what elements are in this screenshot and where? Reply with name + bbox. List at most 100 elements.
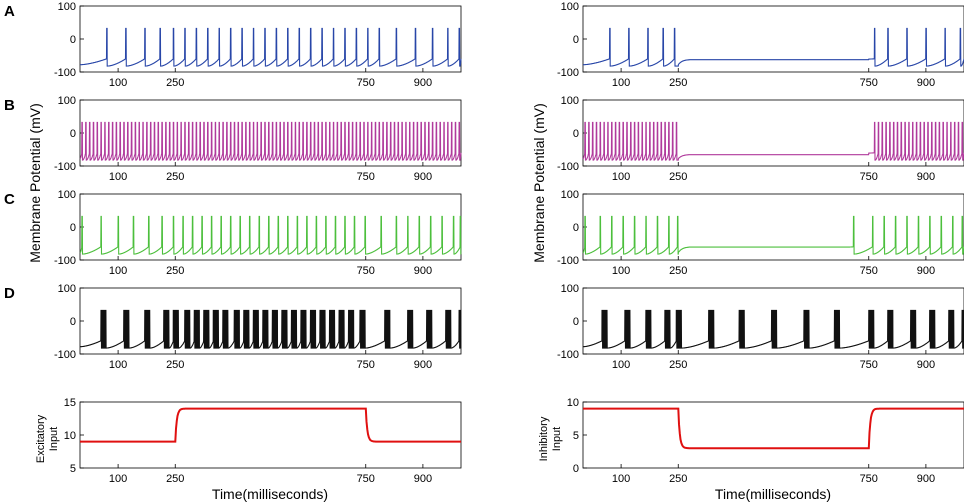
left-row-c-ytick-label-1: 0 bbox=[70, 222, 76, 234]
right-row-b-frame bbox=[582, 99, 964, 167]
left-row-a-xtick-label-0: 100 bbox=[109, 77, 127, 89]
left-row-b-ytick-label-2: 100 bbox=[58, 95, 76, 107]
left-input-xtick-label-0: 100 bbox=[109, 473, 127, 485]
right-row-a-ytick-label-0: -100 bbox=[557, 67, 579, 79]
left-row-c-ytick-label-2: 100 bbox=[58, 189, 76, 201]
right-input-xtick-label-3: 900 bbox=[917, 473, 935, 485]
left-row-b-ytick-label-1: 0 bbox=[70, 128, 76, 140]
left-row-a-ytick-label-2: 100 bbox=[58, 1, 76, 13]
right-row-a-xtick-label-3: 900 bbox=[917, 77, 935, 89]
right-row-d-ytick-label-0: -100 bbox=[557, 349, 579, 361]
right-row-c-xtick-label-1: 250 bbox=[669, 265, 687, 277]
left-row-d-ytick-label-2: 100 bbox=[58, 283, 76, 295]
left-input-xtick-label-3: 900 bbox=[414, 473, 432, 485]
right-row-c-xtick-label-3: 900 bbox=[917, 265, 935, 277]
left-row-c-ytick-label-0: -100 bbox=[54, 255, 76, 267]
right-trace-c bbox=[582, 215, 964, 255]
right-row-b-ytick-label-2: 100 bbox=[561, 95, 579, 107]
left-row-d-ytick-label-1: 0 bbox=[70, 316, 76, 328]
right-input-xtick-label-1: 250 bbox=[669, 473, 687, 485]
right-row-c-xtick-label-2: 750 bbox=[860, 265, 878, 277]
left-input-ytick-label-1: 10 bbox=[64, 430, 76, 442]
left-row-d-xtick-label-1: 250 bbox=[166, 359, 184, 371]
right-input-ytick-label-0: 0 bbox=[573, 463, 579, 475]
right-row-d-xtick-label-1: 250 bbox=[669, 359, 687, 371]
left-input-frame bbox=[79, 401, 462, 469]
right-row-b-xtick-label-1: 250 bbox=[669, 171, 687, 183]
left-input-label-line1: Excitatory bbox=[35, 414, 47, 463]
left-row-b-xtick-label-2: 750 bbox=[357, 171, 375, 183]
right-row-b-ytick-label-1: 0 bbox=[573, 128, 579, 140]
right-row-c-ytick-label-0: -100 bbox=[557, 255, 579, 267]
left-input-xtick-label-1: 250 bbox=[166, 473, 184, 485]
right-input-ytick-label-2: 10 bbox=[567, 397, 579, 409]
right-input-ytick-label-1: 5 bbox=[573, 430, 579, 442]
panel-letter-b: B bbox=[4, 97, 15, 114]
right-row-d-ytick-label-2: 100 bbox=[561, 283, 579, 295]
left-input-label-line2: Input bbox=[48, 427, 60, 451]
right-row-a-xtick-label-2: 750 bbox=[860, 77, 878, 89]
right-input-label-line1: Inhibitory bbox=[538, 416, 550, 461]
right-input-label-line2: Input bbox=[551, 427, 563, 451]
right-input-trace bbox=[583, 407, 964, 450]
left-input-xtick-label-2: 750 bbox=[357, 473, 375, 485]
left-row-a-xtick-label-1: 250 bbox=[166, 77, 184, 89]
left-row-b-frame bbox=[79, 99, 462, 167]
left-row-c-xtick-label-3: 900 bbox=[414, 265, 432, 277]
right-row-d-xtick-label-3: 900 bbox=[917, 359, 935, 371]
left-row-a-xtick-label-2: 750 bbox=[357, 77, 375, 89]
panel-letter-d: D bbox=[4, 285, 15, 302]
left-row-b-xtick-label-3: 900 bbox=[414, 171, 432, 183]
left-ylabel: Membrane Potential (mV) bbox=[27, 103, 43, 263]
right-input-xtick-label-0: 100 bbox=[612, 473, 630, 485]
left-input-ytick-label-2: 15 bbox=[64, 397, 76, 409]
left-row-c-xtick-label-2: 750 bbox=[357, 265, 375, 277]
left-trace-b bbox=[79, 121, 462, 161]
left-row-c-xtick-label-1: 250 bbox=[166, 265, 184, 277]
left-row-a-frame bbox=[79, 5, 462, 73]
right-row-d-xtick-label-0: 100 bbox=[612, 359, 630, 371]
right-row-d-xtick-label-2: 750 bbox=[860, 359, 878, 371]
left-trace-a bbox=[80, 27, 462, 67]
left-xlabel: Time(milliseconds) bbox=[212, 486, 328, 502]
right-row-b-ytick-label-0: -100 bbox=[557, 161, 579, 173]
right-row-a-ytick-label-1: 0 bbox=[573, 34, 579, 46]
left-trace-d bbox=[80, 309, 462, 349]
left-row-a-ytick-label-1: 0 bbox=[70, 34, 76, 46]
left-row-b-xtick-label-1: 250 bbox=[166, 171, 184, 183]
left-trace-c bbox=[79, 215, 462, 255]
right-row-c-ytick-label-1: 0 bbox=[573, 222, 579, 234]
right-ylabel: Membrane Potential (mV) bbox=[531, 103, 547, 263]
left-row-d-xtick-label-2: 750 bbox=[357, 359, 375, 371]
left-row-b-xtick-label-0: 100 bbox=[109, 171, 127, 183]
right-row-a-ytick-label-2: 100 bbox=[561, 1, 579, 13]
right-xlabel: Time(milliseconds) bbox=[715, 486, 831, 502]
right-trace-b bbox=[582, 121, 964, 161]
right-row-b-xtick-label-0: 100 bbox=[612, 171, 630, 183]
right-row-b-xtick-label-3: 900 bbox=[917, 171, 935, 183]
left-row-b-ytick-label-0: -100 bbox=[54, 161, 76, 173]
right-row-c-xtick-label-0: 100 bbox=[612, 265, 630, 277]
panel-letter-a: A bbox=[4, 3, 15, 20]
left-row-a-xtick-label-3: 900 bbox=[414, 77, 432, 89]
right-input-xtick-label-2: 750 bbox=[860, 473, 878, 485]
right-row-d-ytick-label-1: 0 bbox=[573, 316, 579, 328]
right-trace-a bbox=[583, 27, 964, 67]
left-row-d-xtick-label-3: 900 bbox=[414, 359, 432, 371]
left-row-c-xtick-label-0: 100 bbox=[109, 265, 127, 277]
right-row-b-xtick-label-2: 750 bbox=[860, 171, 878, 183]
left-input-trace bbox=[80, 407, 461, 443]
right-trace-d bbox=[583, 309, 964, 349]
left-row-a-ytick-label-0: -100 bbox=[54, 67, 76, 79]
right-row-a-xtick-label-0: 100 bbox=[612, 77, 630, 89]
right-input-frame bbox=[582, 401, 964, 469]
left-row-d-xtick-label-0: 100 bbox=[109, 359, 127, 371]
right-row-a-xtick-label-1: 250 bbox=[669, 77, 687, 89]
left-input-ytick-label-0: 5 bbox=[70, 463, 76, 475]
left-row-d-frame bbox=[79, 287, 462, 355]
right-row-c-ytick-label-2: 100 bbox=[561, 189, 579, 201]
left-row-d-ytick-label-0: -100 bbox=[54, 349, 76, 361]
panel-letter-c: C bbox=[4, 191, 15, 208]
